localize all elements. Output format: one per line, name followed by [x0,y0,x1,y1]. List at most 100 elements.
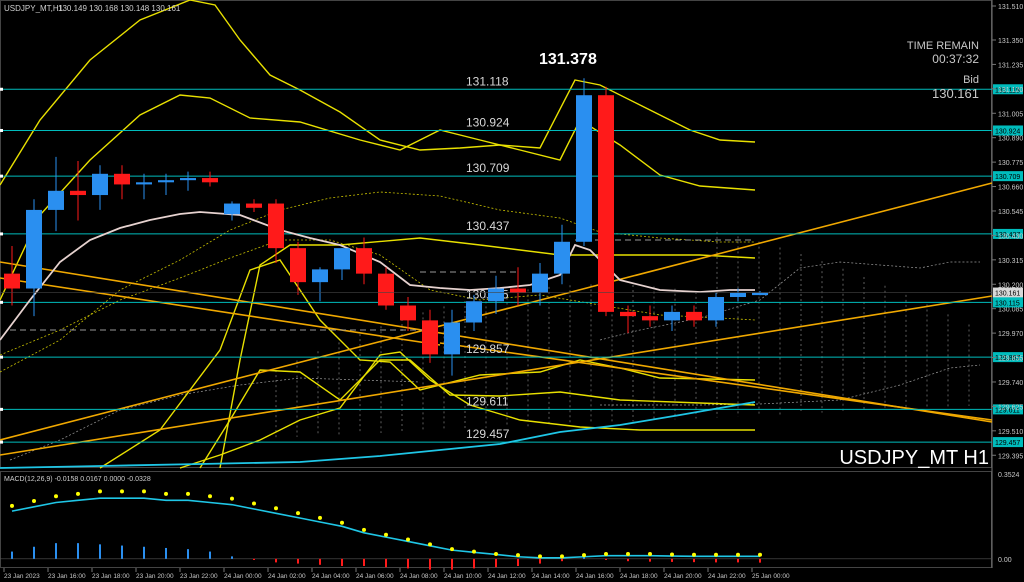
level-axis-tag-text: 129.857 [995,355,1020,362]
trendline-4 [0,261,993,423]
time-tick-label: 24 Jan 10:00 [444,573,482,580]
level-axis-tag-text: 129.457 [995,440,1020,447]
price-tick-label: 129.395 [998,453,1023,460]
candle-body [136,182,152,185]
macd-signal-dot [758,552,762,557]
chart-header-ohlc: 130.149 130.168 130.148 130.161 [58,4,181,13]
macd-signal-dot [164,491,168,496]
current-price-tag [993,287,1023,298]
time-tick-label: 24 Jan 18:00 [620,573,658,580]
price-tick-label: 129.625 [998,404,1023,411]
macd-signal-dot [340,520,344,525]
price-tick-label: 130.890 [998,136,1023,143]
envelope-line-4 [179,351,755,469]
candle-body [620,311,636,317]
envelope-line-2 [99,259,756,469]
macd-signal-dot [714,552,718,557]
candle-body [576,95,592,242]
candle-body [334,248,350,270]
macd-signal-dot [384,532,388,537]
price-levels: 131.118 131.118 130.924 130.924 130.709 130.7… [0,74,1023,448]
price-tick-label: 129.855 [998,356,1023,363]
time-tick-label: 24 Jan 14:00 [532,573,570,580]
macd-signal-dot [736,552,740,557]
price-tick-label: 131.235 [998,62,1023,69]
price-tick-label: 130.545 [998,209,1023,216]
candlesticks[interactable] [4,78,768,376]
envelope-dotted-upper [0,191,755,373]
macd-signal-dot [670,552,674,557]
macd-signal-dot [582,553,586,558]
level-anchor [0,128,3,132]
level-anchor [0,300,3,304]
time-tick-label: 24 Jan 22:00 [708,573,746,580]
price-axis: 131.510 131.350 131.235 131.120 131.005 130.8… [0,4,1023,460]
bid-value: 130.161 [932,86,979,101]
price-tick-label: 130.775 [998,160,1023,167]
macd-signal-dot [538,554,542,559]
macd-axis-label: 0.00 [998,557,1012,564]
macd-indicator: 0.3524 0.00 [0,472,1020,570]
cloud-upper-edge [599,261,980,341]
candle-body [158,180,174,183]
candle-body [246,203,262,208]
cloud-lower-edge [600,364,981,406]
time-tick-label: 25 Jan 00:00 [752,573,790,580]
level-label: 131.118 [466,74,509,88]
candle-body [598,95,614,312]
level-anchor [0,232,3,236]
time-tick-label: 24 Jan 02:00 [268,573,306,580]
candle-body [752,292,768,296]
macd-signal-dot [208,494,212,499]
macd-signal-dot [494,551,498,556]
macd-signal-dot [560,554,564,559]
time-tick-label: 24 Jan 00:00 [224,573,262,580]
candle-body [312,269,328,283]
candle-body [4,273,20,289]
level-axis-tag [993,437,1023,448]
macd-signal-dot [692,552,696,557]
candle-body [92,173,108,196]
macd-signal-dot [626,551,630,556]
time-tick-label: 24 Jan 04:00 [312,573,350,580]
level-axis-tag-text: 130.437 [995,232,1020,239]
macd-signal-dot [252,501,256,506]
price-tick-label: 131.350 [998,38,1023,45]
time-tick-label: 23 Jan 22:00 [180,573,218,580]
current-price-tag-text: 130.161 [995,291,1020,298]
symbol-watermark: USDJPY_MT H1 [839,447,989,469]
chart-header-title: USDJPY_MT,H1 [4,4,64,13]
level-anchor [0,407,3,411]
moving-averages [0,211,756,469]
candle-body [290,248,306,283]
level-axis-tag-text: 130.709 [995,174,1020,181]
time-tick-label: 23 Jan 20:00 [136,573,174,580]
candle-body [26,209,42,289]
price-tick-label: 129.970 [998,331,1023,338]
candle-body [686,311,702,321]
candle-body [224,203,240,215]
macd-signal-dot [230,496,234,501]
price-tick-label: 130.085 [998,307,1023,314]
price-tick-label: 130.660 [998,185,1023,192]
time-remain-label: TIME REMAIN [907,40,979,52]
level-label: 129.611 [466,394,509,408]
level-label: 129.857 [466,342,510,356]
candle-body [268,203,284,249]
macd-main-line [11,497,760,559]
time-remain-value: 00:37:32 [932,52,979,66]
level-anchor [0,87,3,91]
candle-body [532,273,548,293]
level-axis-tag [993,352,1023,363]
price-tick-label: 130.200 [998,282,1023,289]
candle-body [444,322,460,355]
macd-signal-dot [362,527,366,532]
macd-signal-dot [516,553,520,558]
level-axis-tag [993,171,1023,182]
macd-signal-dot [10,503,14,508]
macd-signal-dot [274,506,278,511]
envelope-line-5 [219,237,756,469]
macd-signal-dot [120,489,124,494]
level-axis-tag-text: 130.924 [995,128,1020,135]
